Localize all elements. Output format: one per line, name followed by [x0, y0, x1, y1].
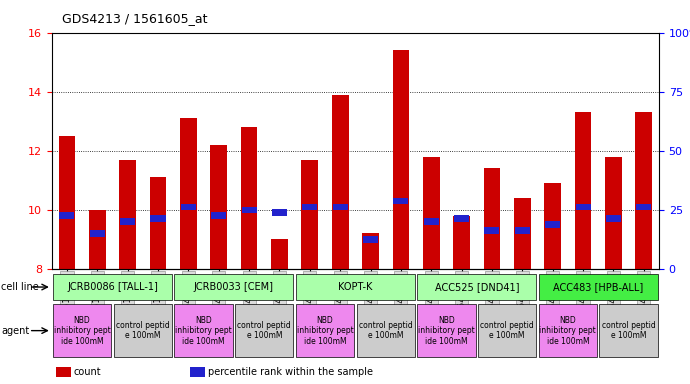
Bar [393, 198, 408, 204]
Bar [181, 204, 196, 210]
Bar [56, 366, 71, 376]
Bar [600, 305, 658, 357]
Text: percentile rank within the sample: percentile rank within the sample [208, 366, 373, 377]
Bar [544, 183, 561, 269]
Text: NBD
inhibitory pept
ide 100mM: NBD inhibitory pept ide 100mM [54, 316, 110, 346]
Bar [235, 305, 293, 357]
Text: NBD
inhibitory pept
ide 100mM: NBD inhibitory pept ide 100mM [175, 316, 232, 346]
Bar [606, 215, 621, 222]
Bar [120, 218, 135, 225]
Text: control peptid
e 100mM: control peptid e 100mM [359, 321, 413, 340]
Text: count: count [74, 366, 101, 377]
Text: control peptid
e 100mM: control peptid e 100mM [480, 321, 534, 340]
Text: NBD
inhibitory pept
ide 100mM: NBD inhibitory pept ide 100mM [297, 316, 353, 346]
Bar [478, 305, 536, 357]
Bar [417, 305, 475, 357]
Text: ACC483 [HPB-ALL]: ACC483 [HPB-ALL] [553, 282, 643, 292]
Bar [190, 366, 205, 376]
Bar [636, 204, 651, 210]
Bar [302, 204, 317, 210]
Bar [59, 136, 75, 269]
Text: agent: agent [1, 326, 30, 336]
Text: JCRB0033 [CEM]: JCRB0033 [CEM] [194, 282, 274, 292]
Bar [175, 305, 233, 357]
Bar [575, 204, 591, 210]
Text: NBD
inhibitory pept
ide 100mM: NBD inhibitory pept ide 100mM [418, 316, 475, 346]
Bar [605, 157, 622, 269]
Bar [241, 127, 257, 269]
Text: control peptid
e 100mM: control peptid e 100mM [237, 321, 291, 340]
Bar [59, 212, 75, 219]
Bar [175, 274, 293, 300]
Bar [635, 113, 652, 269]
Bar [211, 212, 226, 219]
Bar [180, 118, 197, 269]
Bar [417, 274, 536, 300]
Bar [272, 209, 287, 216]
Bar [393, 50, 409, 269]
Bar [484, 169, 500, 269]
Bar [296, 274, 415, 300]
Bar [514, 198, 531, 269]
Text: control peptid
e 100mM: control peptid e 100mM [602, 321, 655, 340]
Bar [545, 221, 560, 228]
Bar [454, 215, 469, 222]
Bar [89, 210, 106, 269]
Bar [150, 177, 166, 269]
Bar [453, 216, 470, 269]
Bar [114, 305, 172, 357]
Text: KOPT-K: KOPT-K [338, 282, 373, 292]
Bar [484, 227, 500, 234]
Bar [53, 305, 111, 357]
Bar [539, 274, 658, 300]
Bar [296, 305, 354, 357]
Bar [53, 274, 172, 300]
Text: GDS4213 / 1561605_at: GDS4213 / 1561605_at [62, 12, 208, 25]
Bar [210, 145, 227, 269]
Bar [362, 233, 379, 269]
Text: ACC525 [DND41]: ACC525 [DND41] [435, 282, 519, 292]
Bar [241, 207, 257, 213]
Bar [515, 227, 530, 234]
Bar [423, 157, 440, 269]
Bar [575, 113, 591, 269]
Text: control peptid
e 100mM: control peptid e 100mM [116, 321, 170, 340]
Bar [271, 239, 288, 269]
Bar [332, 94, 348, 269]
Bar [90, 230, 105, 237]
Bar [357, 305, 415, 357]
Bar [119, 160, 136, 269]
Text: cell line: cell line [1, 282, 39, 292]
Text: JCRB0086 [TALL-1]: JCRB0086 [TALL-1] [67, 282, 158, 292]
Bar [333, 204, 348, 210]
Bar [302, 160, 318, 269]
Bar [363, 236, 378, 243]
Bar [424, 218, 439, 225]
Text: NBD
inhibitory pept
ide 100mM: NBD inhibitory pept ide 100mM [540, 316, 596, 346]
Bar [150, 215, 166, 222]
Bar [539, 305, 597, 357]
